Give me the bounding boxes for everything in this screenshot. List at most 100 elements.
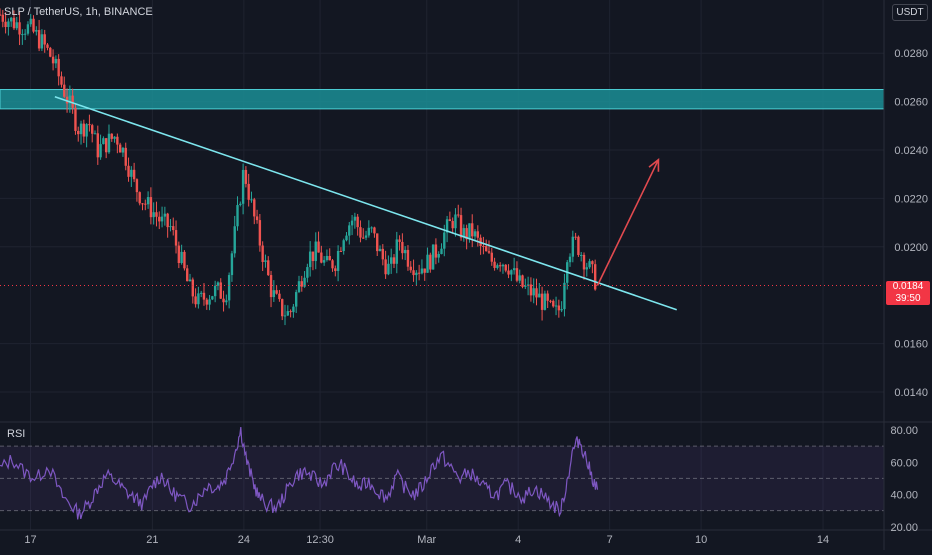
candle-body xyxy=(376,233,379,252)
candle-body xyxy=(283,315,287,317)
candle-body xyxy=(225,300,228,303)
candle-body xyxy=(54,58,58,64)
candle-body xyxy=(322,260,326,263)
candle-body xyxy=(241,169,245,204)
candle-body xyxy=(401,241,404,254)
projection-arrow xyxy=(596,158,660,286)
candle-body xyxy=(208,299,211,305)
rsi-label[interactable]: RSI xyxy=(7,428,26,440)
candle-body xyxy=(141,203,144,205)
x-tick-label: 24 xyxy=(238,534,250,546)
candle-body xyxy=(577,236,580,255)
candle-body xyxy=(289,311,292,313)
candle-body xyxy=(29,18,32,25)
candle-body xyxy=(65,96,69,104)
y-tick-label: 0.0140 xyxy=(894,387,928,399)
y-tick-label: 0.0200 xyxy=(894,242,928,254)
candle-body xyxy=(392,257,396,264)
candle-body xyxy=(183,251,186,269)
y-tick-label: 0.0220 xyxy=(894,193,928,205)
candle-body xyxy=(415,272,418,276)
candle-body xyxy=(116,136,119,145)
candle-body xyxy=(437,254,440,258)
candle-body xyxy=(121,147,125,153)
candle-body xyxy=(540,293,544,310)
candle-body xyxy=(239,203,242,206)
candle-body xyxy=(552,300,555,307)
candle-body xyxy=(91,125,94,134)
rsi-tick-label: 60.00 xyxy=(890,457,918,469)
candle-body xyxy=(79,123,83,135)
candle-body xyxy=(359,227,362,238)
candle-body xyxy=(222,298,225,303)
candle-body xyxy=(336,250,340,271)
symbol-title[interactable]: SLP / TetherUS, 1h, BINANCE xyxy=(4,6,153,18)
candle-body xyxy=(339,250,343,252)
candle-body xyxy=(378,248,382,252)
candle-body xyxy=(82,123,86,137)
candle-body xyxy=(406,249,410,267)
candle-body xyxy=(255,216,259,221)
candle-body xyxy=(471,223,474,237)
candle-body xyxy=(253,199,256,217)
candle-body xyxy=(23,33,27,35)
candle-body xyxy=(12,17,16,29)
candle-body xyxy=(85,124,88,137)
candle-body xyxy=(512,268,516,271)
candle-body xyxy=(118,144,122,153)
candle-body xyxy=(258,220,262,246)
candle-body xyxy=(144,203,147,205)
candle-body xyxy=(457,214,460,216)
candle-body xyxy=(113,136,116,139)
candle-body xyxy=(281,299,284,317)
trendline xyxy=(54,96,677,311)
candle-body xyxy=(580,254,583,256)
candle-body xyxy=(563,282,566,310)
resistance-zone xyxy=(0,89,885,110)
y-tick-label: 0.0280 xyxy=(894,48,928,60)
candle-body xyxy=(15,22,18,29)
candle-body xyxy=(60,76,63,85)
x-tick-label: 14 xyxy=(817,534,829,546)
candle-body xyxy=(278,293,281,300)
currency-badge[interactable]: USDT xyxy=(892,4,928,21)
candle-body xyxy=(554,305,558,307)
candle-body xyxy=(250,199,253,201)
candle-body xyxy=(275,290,278,294)
candle-body xyxy=(107,133,111,153)
candle-body xyxy=(51,56,55,64)
candle-body xyxy=(568,256,572,263)
candle-body xyxy=(102,138,105,145)
candle-body xyxy=(518,275,521,281)
candle-body xyxy=(9,17,13,22)
candle-body xyxy=(292,306,295,313)
candle-body xyxy=(364,235,368,238)
candle-body xyxy=(130,169,133,177)
candle-body xyxy=(18,22,21,35)
candle-body xyxy=(21,34,24,36)
arrow-head xyxy=(648,158,660,172)
candle-body xyxy=(493,261,496,268)
candle-body xyxy=(93,133,97,135)
candle-body xyxy=(110,133,113,139)
candle-body xyxy=(71,95,74,108)
candle-body xyxy=(557,305,561,311)
candle-body xyxy=(26,24,30,34)
x-tick-label: 21 xyxy=(146,534,158,546)
candle-body xyxy=(7,21,10,28)
candle-body xyxy=(155,212,158,217)
candle-body xyxy=(515,268,519,281)
candle-body xyxy=(68,95,72,104)
candle-body xyxy=(521,275,524,287)
candle-body xyxy=(104,138,108,153)
candle-body xyxy=(269,275,273,298)
candle-body xyxy=(395,239,398,264)
candle-body xyxy=(197,293,200,305)
candle-body xyxy=(311,251,315,262)
x-tick-layer: 17 21 24 12:30 Mar 4 7 10 14 xyxy=(24,534,829,546)
candle-body xyxy=(454,214,457,229)
x-tick-label: 4 xyxy=(515,534,521,546)
candle-body xyxy=(440,248,443,255)
